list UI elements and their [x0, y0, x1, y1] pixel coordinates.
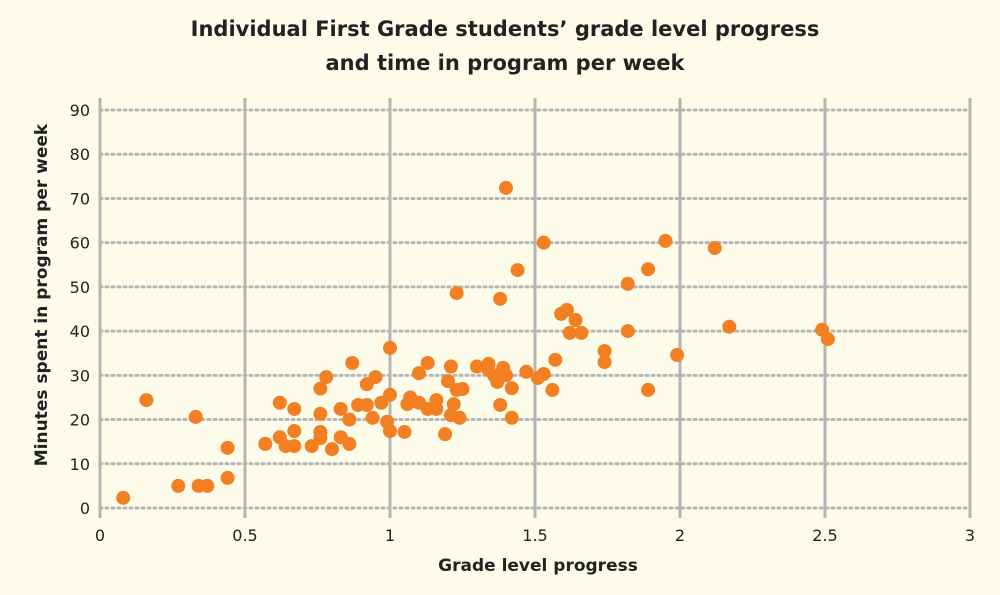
data-point [325, 442, 339, 457]
data-points [116, 180, 835, 505]
data-point [670, 347, 685, 362]
grid [98, 98, 972, 518]
y-tick-label: 80 [70, 145, 90, 164]
y-tick-label: 10 [70, 455, 90, 474]
data-point [313, 406, 328, 421]
x-tick-label: 3 [965, 526, 975, 545]
data-point [319, 370, 334, 385]
data-point [438, 427, 453, 442]
data-point [504, 410, 519, 425]
data-point [383, 424, 397, 439]
data-point [820, 332, 835, 347]
data-point [333, 401, 348, 416]
data-point [383, 340, 397, 355]
data-point [342, 436, 357, 451]
y-tick-label: 70 [70, 189, 90, 208]
data-point [641, 382, 656, 397]
data-point [707, 240, 722, 255]
data-point [597, 355, 612, 370]
data-point [171, 478, 186, 493]
data-point [574, 325, 589, 340]
chart-title-line-2: and time in program per week [326, 51, 686, 75]
data-point [446, 397, 461, 412]
x-tick-label: 0 [95, 526, 105, 545]
x-tick-label: 1.5 [522, 526, 547, 545]
data-point [441, 374, 455, 389]
data-point [342, 412, 357, 427]
data-point [562, 325, 577, 340]
data-point [383, 387, 397, 402]
data-point [139, 393, 154, 408]
data-point [272, 395, 287, 410]
data-point [443, 359, 458, 374]
data-point [597, 344, 612, 359]
data-point [455, 382, 470, 397]
data-point [188, 409, 203, 424]
data-point [470, 359, 484, 374]
y-axis-label: Minutes spent in program per week [32, 123, 52, 466]
data-point [499, 180, 513, 195]
x-tick-label: 2 [675, 526, 685, 545]
data-point [493, 397, 508, 412]
data-point [397, 424, 412, 439]
data-point [499, 368, 513, 383]
data-point [559, 302, 574, 317]
data-point [504, 381, 519, 396]
data-point [365, 410, 380, 425]
data-point [200, 478, 215, 493]
y-tick-label: 20 [70, 411, 90, 430]
x-tick-label: 0.5 [232, 526, 257, 545]
chart-title-line-1: Individual First Grade students’ grade l… [191, 17, 820, 41]
data-point [536, 367, 551, 382]
x-tick-label: 1 [385, 526, 395, 545]
data-point [287, 424, 302, 439]
data-point [412, 366, 426, 381]
data-point [658, 233, 673, 248]
data-point [287, 401, 302, 416]
x-axis-label: Grade level progress [438, 556, 638, 576]
y-tick-label: 50 [70, 278, 90, 297]
data-point [420, 355, 435, 370]
data-point [548, 352, 563, 367]
data-point [568, 313, 583, 328]
y-tick-label: 60 [70, 234, 90, 253]
data-point [220, 470, 235, 485]
data-point [545, 382, 560, 397]
data-point [519, 364, 534, 379]
data-point [116, 490, 131, 505]
tick-labels: 0 10 20 30 40 50 60 70 80 90 0 0.5 1 1.5 2 2.5 3 [70, 101, 975, 545]
data-point [368, 370, 383, 385]
data-point [536, 235, 551, 250]
y-tick-label: 40 [70, 322, 90, 341]
data-point [258, 436, 273, 451]
data-point [313, 424, 328, 439]
y-tick-label: 0 [80, 499, 90, 518]
data-point [641, 262, 656, 277]
x-tick-label: 2.5 [812, 526, 837, 545]
data-point [722, 319, 737, 334]
data-point [620, 324, 635, 339]
data-point [452, 410, 467, 425]
data-point [220, 440, 235, 455]
data-point [287, 439, 302, 454]
data-point [345, 355, 360, 370]
y-tick-label: 30 [70, 366, 90, 385]
data-point [620, 276, 635, 291]
data-point [510, 263, 525, 278]
y-tick-label: 90 [70, 101, 90, 120]
data-point [493, 291, 508, 306]
data-point [449, 286, 464, 301]
data-point [429, 401, 444, 416]
data-point [359, 397, 374, 412]
data-point [313, 381, 328, 396]
